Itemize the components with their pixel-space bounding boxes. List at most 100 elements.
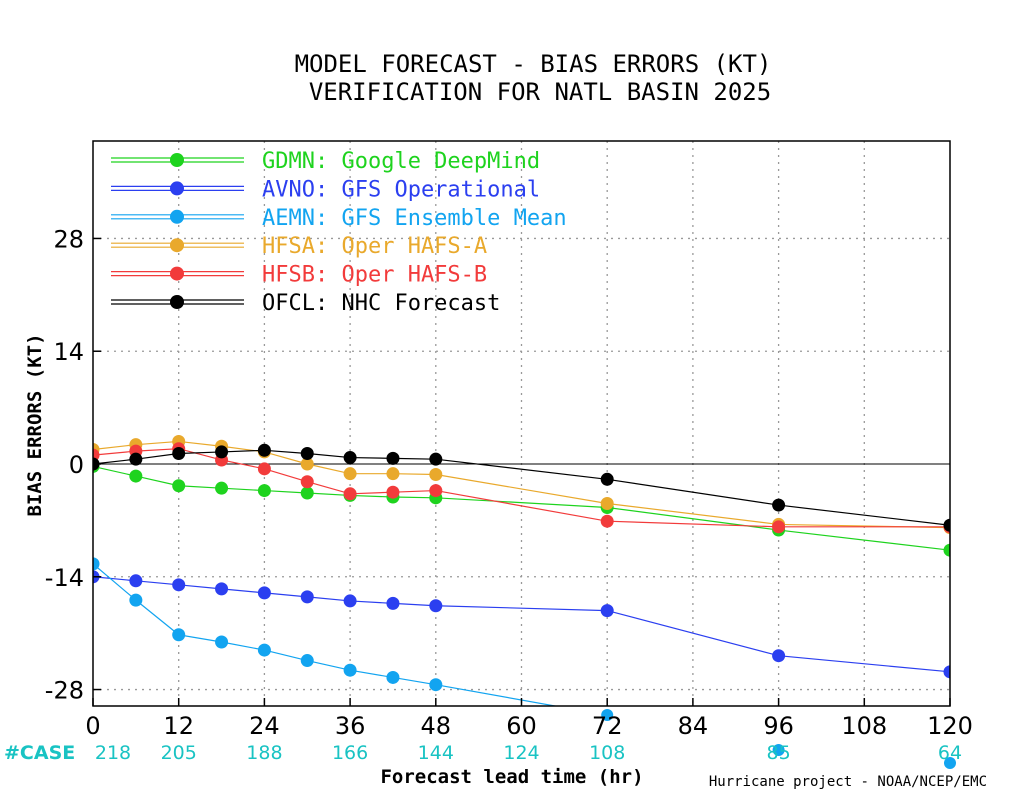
data-point	[257, 443, 271, 457]
data-point	[343, 487, 357, 501]
data-point-offscale	[944, 757, 956, 769]
legend-label: AVNO: GFS Operational	[262, 177, 540, 202]
data-point	[172, 578, 186, 592]
case-count: 124	[503, 742, 539, 764]
x-tick-label: 24	[249, 712, 280, 740]
case-count: 108	[589, 742, 625, 764]
chart-title-line1: MODEL FORECAST - BIAS ERRORS (KT)	[295, 50, 772, 78]
x-tick-label: 84	[678, 712, 709, 740]
legend-label: AEMN: GFS Ensemble Mean	[262, 206, 567, 231]
series-layer	[93, 434, 950, 706]
data-point-offscale	[601, 709, 614, 721]
y-tick-label: 28	[53, 225, 84, 253]
y-tick-label: -28	[45, 677, 84, 705]
overflow-markers	[601, 709, 956, 769]
data-point	[215, 582, 229, 596]
data-point	[300, 447, 314, 461]
data-point	[257, 586, 271, 600]
data-point	[343, 451, 357, 465]
data-point	[600, 604, 614, 618]
legend-marker	[170, 209, 184, 224]
case-label: #CASE	[4, 742, 75, 764]
y-tick-label: 14	[53, 338, 84, 366]
credit-text: Hurricane project - NOAA/NCEP/EMC	[709, 774, 987, 790]
legend-item: HFSA: Oper HAFS-A	[111, 234, 487, 259]
legend-item: HFSB: Oper HAFS-B	[111, 263, 487, 288]
legend-marker	[170, 266, 184, 281]
data-point	[429, 599, 443, 613]
data-point	[129, 593, 143, 607]
x-tick-label: 60	[506, 712, 537, 740]
x-tick-label: 108	[841, 712, 887, 740]
data-point	[943, 665, 950, 679]
x-axis-ticks: 0 12 24 36 48 60 72 84 96 108 120	[85, 698, 973, 740]
data-point	[386, 596, 400, 610]
case-count: 64	[938, 742, 962, 764]
series-line	[93, 448, 950, 528]
series-line	[93, 449, 950, 526]
y-axis-title: BIAS ERRORS (KT)	[24, 333, 46, 516]
legend-marker	[170, 238, 184, 253]
data-point	[429, 452, 443, 466]
legend-item: GDMN: Google DeepMind	[111, 149, 540, 174]
x-tick-label: 36	[335, 712, 366, 740]
data-point	[172, 447, 186, 461]
legend: GDMN: Google DeepMind AVNO: GFS Operation…	[111, 149, 567, 316]
series-line	[93, 563, 559, 706]
series-0	[93, 459, 950, 557]
data-point	[215, 635, 229, 649]
data-point	[943, 518, 950, 532]
data-point	[300, 457, 314, 471]
x-tick-label: 72	[592, 712, 623, 740]
x-tick-label: 120	[927, 712, 973, 740]
data-point	[429, 484, 443, 498]
series-line	[93, 576, 950, 673]
legend-marker	[170, 153, 184, 167]
x-axis-title: Forecast lead time (hr)	[380, 766, 643, 788]
y-tick-label: -14	[45, 564, 84, 592]
data-point	[386, 467, 400, 481]
data-point	[215, 445, 229, 459]
data-point	[429, 467, 443, 481]
data-point	[943, 543, 950, 557]
case-count-row: #CASE 218 205 188 166 144 124 108 85 64	[4, 742, 962, 764]
data-point	[300, 486, 314, 500]
y-axis-ticks: -28 -14 0 14 28	[45, 225, 101, 705]
data-point	[257, 462, 271, 476]
data-point	[343, 594, 357, 608]
legend-marker	[170, 295, 184, 309]
series-5	[93, 443, 950, 532]
data-point	[772, 498, 786, 512]
data-point	[600, 514, 614, 528]
data-point	[172, 479, 186, 493]
data-point	[343, 467, 357, 481]
y-tick-label: 0	[69, 451, 84, 479]
legend-label: HFSA: Oper HAFS-A	[262, 234, 487, 259]
legend-item: OFCL: NHC Forecast	[111, 291, 500, 316]
data-point	[129, 469, 143, 483]
case-count: 166	[332, 742, 368, 764]
data-point	[300, 590, 314, 604]
data-point	[429, 678, 443, 692]
data-point	[772, 649, 786, 663]
case-count: 188	[246, 742, 282, 764]
x-tick-label: 0	[85, 712, 100, 740]
data-point	[386, 670, 400, 684]
data-point	[343, 663, 357, 677]
data-point	[300, 654, 314, 668]
series-2	[93, 557, 559, 706]
legend-label: HFSB: Oper HAFS-B	[262, 263, 487, 288]
case-count: 85	[767, 742, 791, 764]
legend-item: AVNO: GFS Operational	[111, 177, 540, 202]
data-point	[129, 574, 143, 588]
data-point	[172, 628, 186, 642]
case-count: 144	[418, 742, 454, 764]
legend-label: OFCL: NHC Forecast	[262, 291, 500, 316]
series-line	[93, 440, 950, 529]
x-tick-label: 48	[421, 712, 452, 740]
data-point	[600, 472, 614, 486]
series-line	[93, 465, 950, 551]
legend-item: AEMN: GFS Ensemble Mean	[111, 206, 567, 231]
data-point	[772, 520, 786, 534]
